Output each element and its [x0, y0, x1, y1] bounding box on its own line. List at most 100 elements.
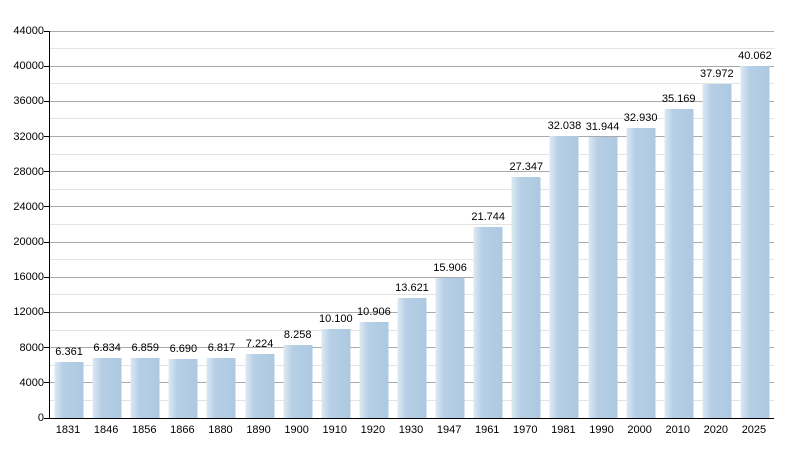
y-axis-tick — [44, 311, 49, 313]
x-tick-label: 1866 — [170, 424, 195, 436]
bar-value-label: 6.361 — [55, 346, 83, 359]
bar-slot: 31.944 — [583, 31, 621, 418]
bar-value-label: 32.038 — [547, 120, 582, 133]
bar-value-label: 6.834 — [93, 341, 121, 354]
bar-value-label: 15.906 — [433, 262, 467, 275]
bar-value-label: 21.744 — [471, 210, 506, 223]
bar — [702, 84, 732, 418]
bar-slot: 40.062 — [736, 31, 774, 418]
gridline-minor — [50, 48, 774, 50]
bar — [206, 358, 236, 418]
x-tick-label: 1900 — [284, 424, 309, 436]
x-tick-label: 1990 — [589, 424, 614, 436]
y-tick-label: 20000 — [13, 236, 44, 249]
bar-slot: 35.169 — [660, 31, 698, 418]
gridline-minor — [50, 118, 774, 120]
bar-slot: 6.690 — [164, 31, 202, 418]
gridline-major — [50, 136, 774, 138]
bar-slot: 7.224 — [241, 31, 279, 418]
bar-value-label: 31.944 — [585, 121, 620, 134]
x-tick-label: 2020 — [703, 424, 729, 436]
gridline-major — [50, 65, 774, 67]
bar-slot: 8.258 — [279, 31, 317, 418]
y-tick-label: 8000 — [19, 341, 44, 354]
bar — [321, 329, 351, 418]
bar-value-label: 10.100 — [318, 313, 353, 326]
x-tick-label: 1920 — [360, 424, 386, 436]
x-tick-label: 1880 — [208, 424, 233, 436]
bar — [549, 136, 579, 418]
bar-slot: 21.744 — [469, 31, 507, 418]
gridline-minor — [50, 294, 774, 296]
y-axis-tick — [44, 347, 49, 349]
y-axis-tick — [44, 136, 49, 138]
bar — [473, 226, 503, 418]
bar-value-label: 37.972 — [700, 68, 734, 81]
bar-value-label: 27.347 — [509, 161, 544, 174]
y-axis-tick — [44, 65, 49, 67]
bar-value-label: 6.817 — [207, 342, 236, 355]
y-tick-label: 28000 — [13, 165, 44, 178]
y-tick-label: 0 — [37, 412, 44, 424]
bar — [283, 345, 313, 418]
x-tick-label: 1961 — [474, 424, 500, 436]
bar-value-label: 6.690 — [169, 343, 198, 356]
gridline-minor — [50, 153, 774, 155]
x-tick-label: 1947 — [436, 424, 462, 436]
bar-slot: 10.100 — [317, 31, 355, 418]
bar-value-label: 8.258 — [283, 329, 312, 342]
y-axis-tick — [44, 276, 49, 278]
bar-slot: 32.930 — [622, 31, 660, 418]
y-tick-label: 4000 — [19, 376, 44, 389]
y-axis-tick — [44, 171, 49, 173]
bar-slot: 13.621 — [393, 31, 431, 418]
x-tick-label: 1930 — [398, 424, 424, 436]
y-axis-tick — [44, 241, 49, 243]
bar-value-label: 13.621 — [395, 282, 429, 295]
bar — [130, 357, 160, 418]
gridline-major — [50, 276, 774, 278]
gridline-major — [50, 30, 774, 32]
bar-value-label: 10.906 — [357, 306, 391, 319]
bar — [511, 177, 541, 418]
y-tick-label: 36000 — [13, 95, 44, 108]
bar-slot: 6.817 — [202, 31, 240, 418]
y-axis-tick — [44, 417, 49, 419]
bar-slot: 6.859 — [126, 31, 164, 418]
bar-slot: 32.038 — [545, 31, 583, 418]
bar-slot: 6.834 — [88, 31, 126, 418]
x-tick-label: 1890 — [246, 424, 271, 436]
y-tick-label: 16000 — [13, 271, 44, 284]
y-tick-label: 40000 — [13, 60, 44, 73]
y-axis-tick — [44, 382, 49, 384]
bar-value-label: 35.169 — [661, 92, 696, 105]
x-tick-label: 1831 — [55, 424, 81, 436]
x-tick-label: 1970 — [513, 424, 538, 436]
bar-value-label: 40.062 — [738, 49, 772, 62]
bar-slot: 6.361 — [50, 31, 88, 418]
gridline-major — [50, 206, 774, 208]
y-tick-label: 24000 — [13, 200, 44, 213]
gridline-minor — [50, 259, 774, 261]
x-tick-label: 1846 — [93, 424, 119, 436]
bar-value-label: 7.224 — [245, 338, 274, 351]
bar — [168, 359, 198, 418]
bar-value-label: 6.859 — [131, 341, 160, 354]
bar-slot: 27.347 — [507, 31, 545, 418]
bar — [435, 278, 465, 418]
bar — [397, 298, 427, 418]
bar — [359, 322, 389, 418]
y-axis-tick — [44, 30, 49, 32]
y-tick-label: 32000 — [13, 130, 44, 143]
bar — [54, 362, 84, 418]
bar — [664, 108, 694, 418]
gridline-major — [50, 100, 774, 102]
bar — [588, 137, 618, 418]
y-tick-label: 12000 — [13, 306, 44, 319]
x-tick-label: 1981 — [551, 424, 576, 436]
gridline-major — [50, 241, 774, 243]
x-tick-label: 2010 — [665, 424, 690, 436]
y-tick-label: 44000 — [13, 25, 44, 37]
bar — [740, 65, 770, 418]
